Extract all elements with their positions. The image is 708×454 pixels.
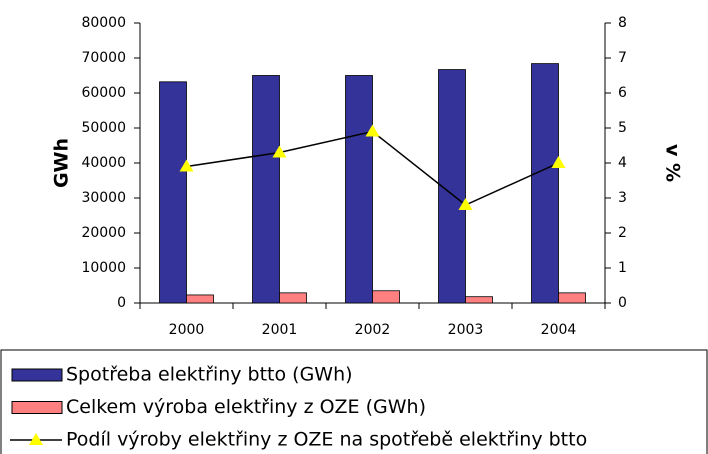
y2-tick-label: 7 — [618, 50, 627, 66]
legend-swatch — [11, 401, 63, 414]
bar — [252, 75, 280, 304]
bar — [159, 81, 187, 304]
y2-tick-label: 8 — [618, 15, 627, 31]
y-axis-label: GWh — [51, 138, 73, 188]
y2-tick-label: 2 — [618, 225, 627, 241]
line-marker — [365, 124, 380, 137]
x-tick-label: 2002 — [355, 322, 391, 338]
line-marker — [272, 145, 287, 158]
legend-swatch — [11, 368, 63, 382]
legend: Spotřeba elektřiny btto (GWh) Celkem výro… — [10, 364, 587, 451]
bar — [372, 290, 400, 304]
bar — [531, 63, 559, 304]
y2-tick-label: 1 — [618, 260, 627, 276]
y-tick-label: 50000 — [81, 120, 126, 136]
x-tick-label: 2004 — [541, 322, 577, 338]
y-tick-label: 30000 — [81, 190, 126, 206]
bar — [558, 292, 586, 304]
y-tick-label: 60000 — [81, 85, 126, 101]
y2-tick-label: 0 — [618, 295, 627, 311]
x-tick-label: 2003 — [448, 322, 484, 338]
line-marker — [458, 198, 473, 210]
y2-tick-label: 6 — [618, 85, 627, 101]
y-tick-label: 0 — [117, 295, 126, 311]
x-tick-label: 2001 — [262, 322, 298, 338]
y2-tick-label: 5 — [618, 120, 627, 136]
bar — [465, 296, 493, 304]
legend-label: Spotřeba elektřiny btto (GWh) — [66, 364, 353, 386]
y2-tick-label: 3 — [618, 190, 627, 206]
y-tick-label: 40000 — [81, 155, 126, 171]
bar — [345, 75, 373, 304]
line-marker — [179, 159, 194, 172]
bar — [279, 292, 307, 304]
y-tick-label: 80000 — [81, 15, 126, 31]
x-tick-label: 2000 — [169, 322, 205, 338]
y2-axis-label: v % — [662, 144, 684, 182]
legend-marker — [29, 433, 43, 445]
y-tick-label: 20000 — [81, 225, 126, 241]
y-tick-label: 70000 — [81, 50, 126, 66]
line-marker — [551, 156, 566, 168]
bar — [186, 294, 214, 304]
legend-label: Podíl výroby elektřiny z OZE na spotřebě… — [66, 429, 587, 451]
legend-label: Celkem výroba elektřiny z OZE (GWh) — [66, 396, 426, 418]
legend-box — [0, 349, 708, 454]
y-tick-label: 10000 — [81, 260, 126, 276]
y2-tick-label: 4 — [618, 155, 627, 171]
